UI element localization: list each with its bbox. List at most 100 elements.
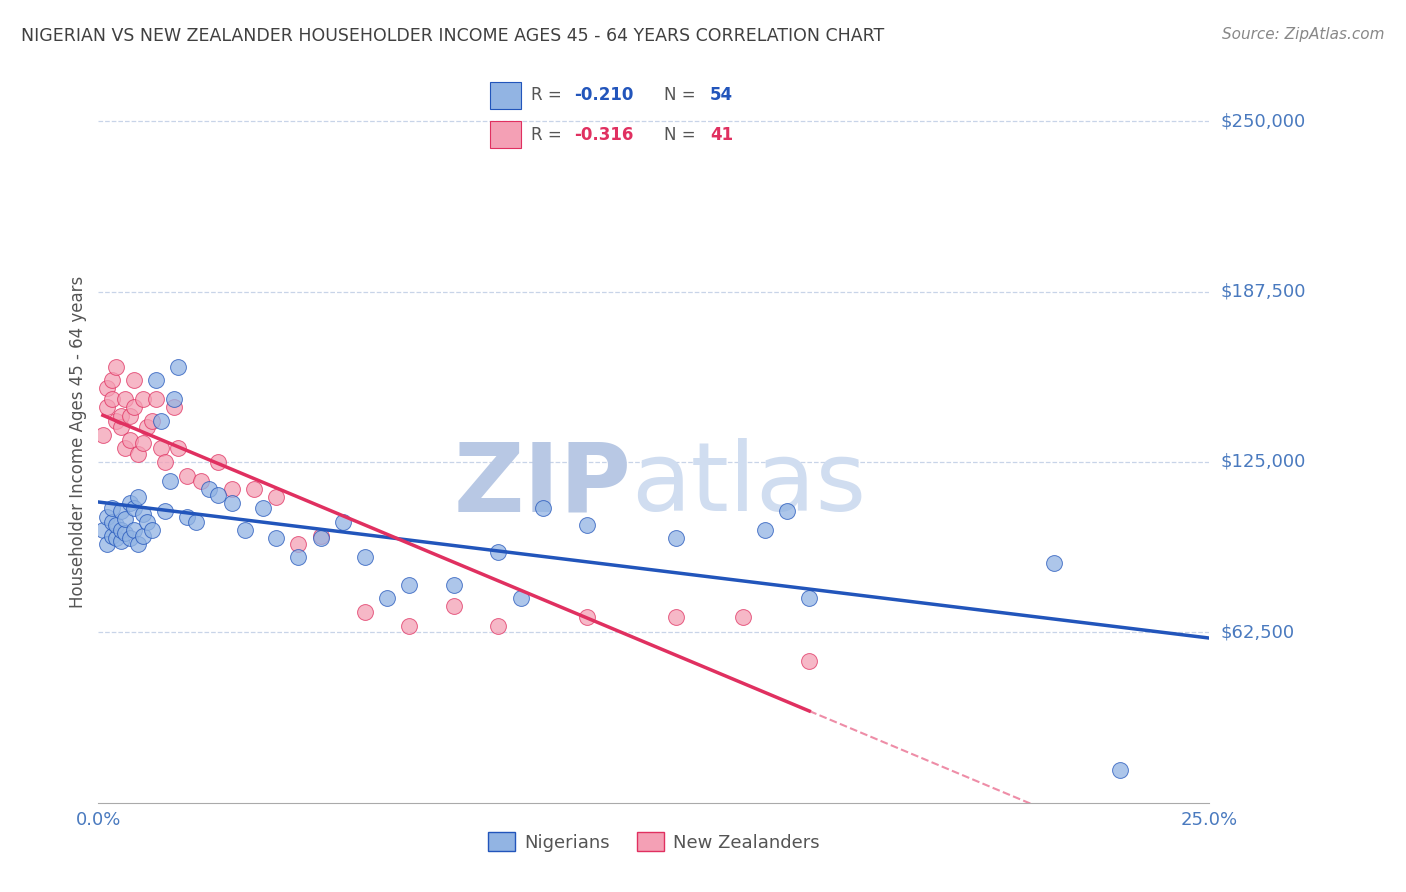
Text: N =: N = xyxy=(664,87,700,104)
Text: R =: R = xyxy=(530,126,567,144)
Point xyxy=(167,442,190,456)
Point xyxy=(110,534,132,549)
Point xyxy=(163,392,186,407)
Point xyxy=(91,523,114,537)
Point xyxy=(132,436,155,450)
Text: 54: 54 xyxy=(710,87,733,104)
Text: atlas: atlas xyxy=(631,438,866,532)
Point xyxy=(114,442,136,456)
Point xyxy=(486,618,509,632)
Point xyxy=(149,442,172,456)
Point xyxy=(96,509,118,524)
Point xyxy=(96,381,118,395)
Point xyxy=(443,599,465,614)
Point xyxy=(105,532,128,546)
Point xyxy=(100,373,122,387)
Bar xyxy=(491,82,522,109)
Point xyxy=(221,482,243,496)
Point xyxy=(776,504,799,518)
Point xyxy=(100,392,122,407)
Y-axis label: Householder Income Ages 45 - 64 years: Householder Income Ages 45 - 64 years xyxy=(69,276,87,607)
Point xyxy=(163,401,186,415)
Point xyxy=(243,482,266,496)
Point xyxy=(354,550,377,565)
Point xyxy=(252,501,274,516)
Point xyxy=(114,512,136,526)
Point xyxy=(127,447,149,461)
Point xyxy=(167,359,190,374)
Point xyxy=(153,455,176,469)
Point xyxy=(105,414,128,428)
Point xyxy=(509,591,531,606)
Text: N =: N = xyxy=(664,126,700,144)
Point xyxy=(105,359,128,374)
Text: NIGERIAN VS NEW ZEALANDER HOUSEHOLDER INCOME AGES 45 - 64 YEARS CORRELATION CHAR: NIGERIAN VS NEW ZEALANDER HOUSEHOLDER IN… xyxy=(21,27,884,45)
Point xyxy=(96,537,118,551)
Point xyxy=(1109,763,1132,777)
Point xyxy=(665,532,688,546)
Point xyxy=(159,474,181,488)
Point xyxy=(198,482,221,496)
Text: $125,000: $125,000 xyxy=(1220,453,1306,471)
Text: -0.210: -0.210 xyxy=(574,87,633,104)
Point xyxy=(105,517,128,532)
Point xyxy=(264,532,287,546)
Point xyxy=(1042,556,1064,570)
Point xyxy=(132,528,155,542)
Text: $187,500: $187,500 xyxy=(1220,283,1306,301)
Point xyxy=(118,532,141,546)
Point xyxy=(91,427,114,442)
Text: ZIP: ZIP xyxy=(454,438,631,532)
Point xyxy=(207,488,229,502)
Text: -0.316: -0.316 xyxy=(574,126,633,144)
Point xyxy=(132,392,155,407)
Point xyxy=(153,504,176,518)
Point xyxy=(486,545,509,559)
Point xyxy=(122,501,145,516)
Point xyxy=(375,591,398,606)
Point xyxy=(576,517,599,532)
Point xyxy=(110,409,132,423)
Point xyxy=(398,618,420,632)
Point xyxy=(110,523,132,537)
Point xyxy=(233,523,256,537)
Point xyxy=(141,523,163,537)
Point xyxy=(141,414,163,428)
Text: Source: ZipAtlas.com: Source: ZipAtlas.com xyxy=(1222,27,1385,42)
Point xyxy=(114,525,136,540)
Point xyxy=(96,401,118,415)
Point xyxy=(110,504,132,518)
Point xyxy=(122,523,145,537)
Point xyxy=(287,550,309,565)
Point xyxy=(176,509,198,524)
Point xyxy=(100,501,122,516)
Point xyxy=(145,392,167,407)
Text: 41: 41 xyxy=(710,126,733,144)
Point xyxy=(118,409,141,423)
Point xyxy=(176,468,198,483)
Point xyxy=(110,419,132,434)
Point xyxy=(132,507,155,521)
Point xyxy=(122,401,145,415)
Point xyxy=(332,515,354,529)
Point xyxy=(531,501,554,516)
Point xyxy=(136,419,159,434)
Point xyxy=(665,610,688,624)
Point xyxy=(731,610,754,624)
Point xyxy=(136,515,159,529)
Point xyxy=(145,373,167,387)
Point xyxy=(118,433,141,447)
Point xyxy=(127,491,149,505)
Point xyxy=(100,515,122,529)
Point xyxy=(799,654,821,668)
Point xyxy=(100,528,122,542)
Point xyxy=(207,455,229,469)
Point xyxy=(122,373,145,387)
Point xyxy=(443,577,465,591)
Point xyxy=(576,610,599,624)
Point xyxy=(799,591,821,606)
Point xyxy=(398,577,420,591)
Point xyxy=(118,496,141,510)
Point xyxy=(754,523,776,537)
Text: $62,500: $62,500 xyxy=(1220,624,1295,641)
